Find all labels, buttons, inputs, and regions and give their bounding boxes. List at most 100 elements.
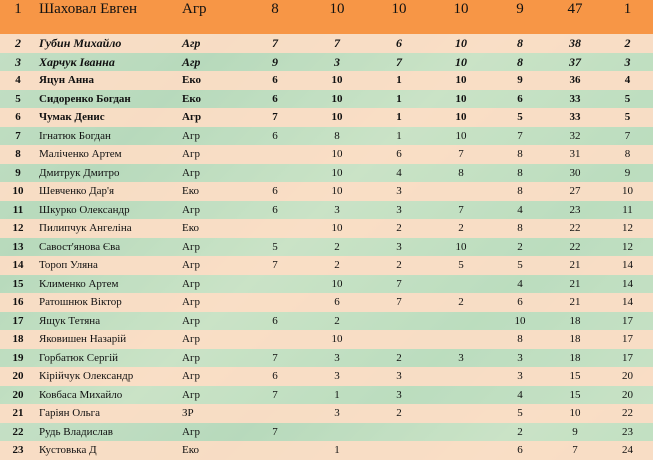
score-5: 10 <box>514 314 526 327</box>
score-5: 7 <box>517 129 523 142</box>
score-4: 7 <box>458 203 464 216</box>
student-name: Савост'янова Єва <box>39 240 121 253</box>
total-score: 21 <box>569 277 581 290</box>
place-cell: 5 <box>624 111 631 124</box>
table-row: 5 Сидоренко Богдан Еко 6 10 1 10 6 33 5 <box>0 89 653 108</box>
table-row: 11 Шкурко Олександр Агр 6 3 3 7 4 23 11 <box>0 200 653 219</box>
score-3: 1 <box>396 74 402 87</box>
student-name: Чумак Денис <box>39 111 105 124</box>
score-2: 10 <box>331 111 343 124</box>
total-score: 30 <box>569 166 581 179</box>
total-score: 31 <box>569 148 581 161</box>
total-score: 36 <box>569 74 581 87</box>
score-4: 10 <box>453 1 469 17</box>
row-number: 22 <box>12 425 24 438</box>
table-row: 21 Гаріян Ольга ЗР 3 2 5 10 22 <box>0 404 653 423</box>
student-name: Губин Михайло <box>39 36 122 51</box>
score-4 <box>430 182 492 201</box>
score-5: 8 <box>517 222 523 235</box>
score-4: 2 <box>458 296 464 309</box>
score-1: 6 <box>272 92 278 105</box>
table-row: 14 Тороп Уляна Агр 7 2 2 5 5 21 14 <box>0 256 653 275</box>
row-number: 2 <box>15 36 21 51</box>
score-5: 9 <box>517 74 523 87</box>
score-3: 6 <box>396 148 402 161</box>
score-1 <box>244 441 306 460</box>
score-3: 2 <box>396 407 402 420</box>
place-cell: 12 <box>622 240 633 253</box>
score-2: 3 <box>334 203 340 216</box>
score-2: 10 <box>331 74 343 87</box>
score-3: 10 <box>391 1 407 17</box>
total-score: 27 <box>569 185 581 198</box>
place-cell: 5 <box>624 92 631 105</box>
score-1: 6 <box>272 129 278 142</box>
score-5: 4 <box>517 277 523 290</box>
table-row: 16 Ратошнюк Віктор Агр 6 7 2 6 21 14 <box>0 293 653 312</box>
score-4: 7 <box>458 148 464 161</box>
score-4: 2 <box>458 222 464 235</box>
group-cell: Еко <box>182 222 200 235</box>
place-cell: 20 <box>622 388 633 401</box>
score-1: 7 <box>272 36 278 51</box>
score-1 <box>244 404 306 423</box>
row-number: 23 <box>12 444 24 457</box>
score-4: 8 <box>458 166 464 179</box>
score-1: 7 <box>272 111 278 124</box>
table-row: 23 Кустовька Д Еко 1 6 7 24 <box>0 441 653 460</box>
total-score: 47 <box>567 1 583 17</box>
score-3: 1 <box>396 129 402 142</box>
place-cell: 3 <box>624 54 631 69</box>
score-4 <box>430 275 492 294</box>
table-row: 18 Яковишен Назарій Агр 10 8 18 17 <box>0 330 653 349</box>
table-row: 4 Яцун Анна Еко 6 10 1 10 9 36 4 <box>0 71 653 90</box>
student-name: Шкурко Олександр <box>39 203 130 216</box>
row-number: 9 <box>15 166 21 179</box>
student-name: Горбатюк Сергій <box>39 351 119 364</box>
group-cell: Еко <box>182 444 200 457</box>
group-cell: Агр <box>182 54 201 69</box>
group-cell: ЗР <box>182 407 194 420</box>
total-score: 15 <box>569 388 581 401</box>
score-5: 5 <box>517 111 523 124</box>
table-row: 19 Горбатюк Сергій Агр 7 3 2 3 3 18 17 <box>0 348 653 367</box>
place-cell: 7 <box>624 129 631 142</box>
total-score: 23 <box>569 203 581 216</box>
score-4 <box>430 441 492 460</box>
place-cell: 23 <box>622 425 633 438</box>
group-cell: Агр <box>182 259 200 272</box>
score-4: 10 <box>455 129 467 142</box>
group-cell: Агр <box>182 277 200 290</box>
total-score: 18 <box>569 314 581 327</box>
student-name: Харчук Іванна <box>39 54 115 69</box>
row-number: 13 <box>12 240 24 253</box>
row-number: 19 <box>12 351 24 364</box>
score-3: 2 <box>396 222 402 235</box>
table-row: 7 Ігнатюк Богдан Агр 6 8 1 10 7 32 7 <box>0 126 653 145</box>
score-3: 7 <box>396 296 402 309</box>
total-score: 22 <box>569 222 581 235</box>
group-cell: Агр <box>182 166 200 179</box>
total-score: 15 <box>569 370 581 383</box>
score-3: 2 <box>396 259 402 272</box>
score-5: 5 <box>517 407 523 420</box>
score-5: 2 <box>517 240 523 253</box>
score-3: 4 <box>396 166 402 179</box>
row-number: 14 <box>12 259 24 272</box>
score-2: 2 <box>334 259 340 272</box>
score-1: 6 <box>272 203 278 216</box>
total-score: 21 <box>569 259 581 272</box>
row-number: 11 <box>12 203 24 216</box>
table-row: 6 Чумак Денис Агр 7 10 1 10 5 33 5 <box>0 108 653 127</box>
score-1: 6 <box>272 185 278 198</box>
score-3 <box>368 312 430 331</box>
group-cell: Агр <box>182 425 200 438</box>
score-1: 7 <box>272 259 278 272</box>
score-5: 8 <box>517 36 523 51</box>
student-name: Маліченко Артем <box>39 148 122 161</box>
total-score: 33 <box>569 92 581 105</box>
score-1 <box>244 145 306 164</box>
score-2: 8 <box>334 129 340 142</box>
score-4: 10 <box>455 111 467 124</box>
